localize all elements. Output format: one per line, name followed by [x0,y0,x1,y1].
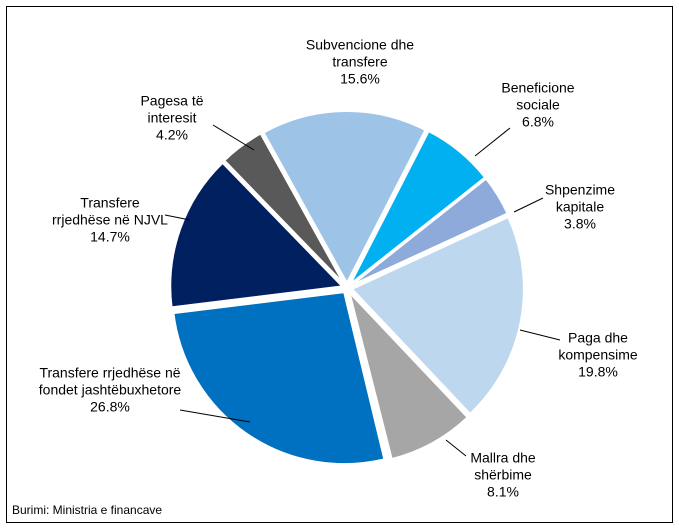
leader [513,197,544,213]
leader [519,329,561,341]
pie-slice [262,110,427,286]
slice-label: Paga dhe kompensime 19.8% [543,330,653,381]
category-name: Subvencione dhe transfere [305,36,415,70]
category-name: Transfere rrjedhëse në NJVL [52,194,168,228]
value-label: 19.8% [578,363,618,380]
value-label: 8.1% [487,483,519,500]
leader [179,409,251,423]
slice-label: Shpenzime kapitale 3.8% [535,182,625,233]
category-name: Paga dhe kompensime [558,329,638,363]
pie-slice [347,288,470,461]
slice-label: Mallra dhe shërbime 8.1% [458,450,548,501]
category-name: Transfere rrjedhëse në fondet jashtëbuxh… [38,364,182,398]
pie-slice [350,177,509,287]
pie-slice [169,161,345,309]
frame [6,6,673,523]
value-label: 4.2% [156,126,188,143]
slice-label: Transfere rrjedhëse në fondet jashtëbuxh… [35,365,185,416]
value-label: 15.6% [340,70,380,87]
pie-slice [347,292,392,462]
slice-label: Beneficione sociale 6.8% [488,80,588,131]
slice-label: Transfere rrjedhëse në NJVL 14.7% [50,195,170,246]
value-label: 6.8% [522,113,554,130]
slice-label: Pagesa të interesit 4.2% [117,93,227,144]
source: Burimi: Ministria e financave [12,503,163,517]
category-name: Shpenzime kapitale [544,181,616,215]
category-name: Beneficione sociale [501,79,575,113]
value-label: 14.7% [90,228,130,245]
value-label: 3.8% [564,215,596,232]
leader [164,214,191,221]
value-label: 26.8% [90,398,130,415]
slice-label: Subvencione dhe transfere 15.6% [305,37,415,88]
pie-slice [172,291,386,466]
pie-slice [222,132,345,285]
category-name: Pagesa të interesit [140,92,204,126]
leader [474,127,511,157]
leader [445,439,467,457]
pie-slice [349,129,487,285]
category-name: Mallra dhe shërbime [470,449,536,483]
pie-slice [350,215,525,416]
leader [212,124,255,151]
